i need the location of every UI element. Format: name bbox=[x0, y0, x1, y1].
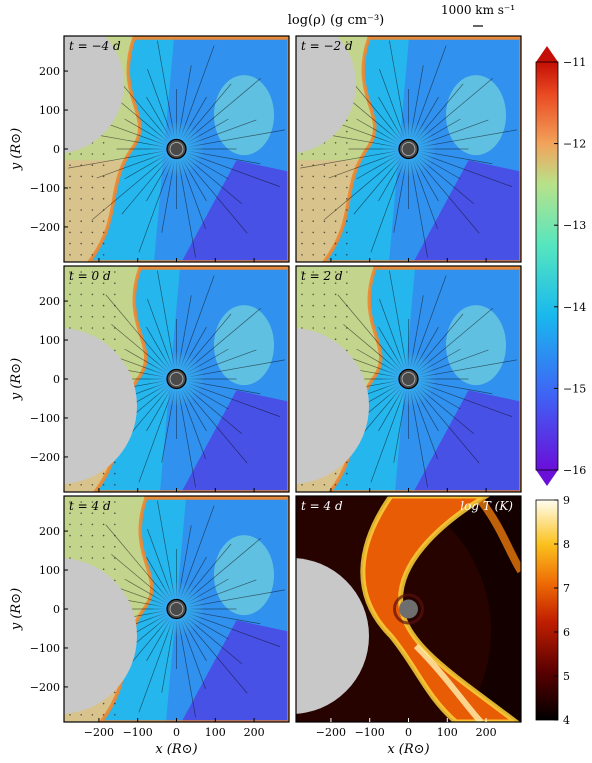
y-tick-label: 0 bbox=[53, 373, 60, 386]
x-tick-label: −100 bbox=[123, 726, 153, 739]
time-label: t = −2 d bbox=[301, 39, 353, 53]
x-tick-label: −200 bbox=[84, 726, 114, 739]
y-tick-label: 100 bbox=[39, 334, 60, 347]
panel-3: t = 0 d 200 100 0 −100 −200 bbox=[30, 265, 290, 493]
y-tick-label: −200 bbox=[30, 681, 60, 694]
time-label: t = 2 d bbox=[301, 269, 343, 283]
density-colorbar-tick: −13 bbox=[563, 219, 586, 232]
y-tick-label: 0 bbox=[53, 143, 60, 156]
y-tick-label: −100 bbox=[30, 412, 60, 425]
companion-star bbox=[296, 328, 369, 484]
panel-4: t = 2 d bbox=[295, 265, 522, 493]
shock-front bbox=[98, 496, 289, 722]
density-colorbar-tick: −15 bbox=[563, 382, 586, 395]
y-tick-label: −100 bbox=[30, 182, 60, 195]
x-tick-label: −100 bbox=[355, 726, 385, 739]
companion-star bbox=[64, 558, 137, 714]
y-tick-label: 200 bbox=[39, 65, 60, 78]
density-colorbar-tick: −12 bbox=[563, 138, 586, 151]
y-tick-label: 100 bbox=[39, 564, 60, 577]
y-axis-label: y (R⊙) bbox=[9, 588, 24, 631]
companion-star bbox=[296, 558, 369, 714]
scale-arrow-label: 1000 km s⁻¹ bbox=[441, 3, 515, 17]
shock-front bbox=[321, 36, 521, 262]
temperature-label: log T (K) bbox=[460, 499, 513, 513]
time-label: t = 4 d bbox=[69, 499, 111, 513]
companion-star bbox=[64, 36, 124, 154]
shock-front bbox=[327, 266, 521, 492]
y-tick-label: −200 bbox=[30, 451, 60, 464]
x-tick-label: 0 bbox=[405, 726, 412, 739]
temperature-colorbar-tick: 4 bbox=[563, 714, 570, 727]
star-marker bbox=[399, 599, 418, 619]
density-colorbar: −11 −12 −13 −14 −15 −16 bbox=[535, 46, 586, 486]
y-axis-label: y (R⊙) bbox=[9, 128, 24, 171]
temperature-colorbar-tick: 7 bbox=[563, 582, 570, 595]
y-tick-label: 200 bbox=[39, 295, 60, 308]
y-tick-label: 200 bbox=[39, 525, 60, 538]
time-label: t = 0 d bbox=[69, 269, 111, 283]
time-label: t = −4 d bbox=[69, 39, 121, 53]
y-tick-label: −200 bbox=[30, 221, 60, 234]
y-tick-label: −100 bbox=[30, 642, 60, 655]
x-tick-label: 200 bbox=[476, 726, 497, 739]
temperature-colorbar-tick: 8 bbox=[563, 538, 570, 551]
temperature-colorbar-tick: 5 bbox=[563, 670, 570, 683]
x-tick-label: 0 bbox=[173, 726, 180, 739]
colorbar-title: log(ρ) (g cm⁻³) bbox=[288, 13, 385, 28]
temperature-colorbar-tick: 6 bbox=[563, 626, 570, 639]
panel-1: t = −4 d 200 100 0 −100 −200 bbox=[30, 35, 290, 263]
companion-star bbox=[64, 328, 137, 484]
y-axis-label: y (R⊙) bbox=[9, 358, 24, 401]
x-tick-label: 100 bbox=[437, 726, 458, 739]
x-axis-label: x (R⊙) bbox=[155, 742, 197, 757]
x-tick-label: 200 bbox=[244, 726, 265, 739]
x-axis-label: x (R⊙) bbox=[387, 742, 429, 757]
temperature-colorbar: 9 8 7 6 5 4 bbox=[535, 494, 570, 727]
panel-6: t = 4 d log T (K) −200 −100 0 100 200 bbox=[295, 495, 522, 739]
shock-front bbox=[92, 266, 289, 492]
x-tick-label: −200 bbox=[316, 726, 346, 739]
y-tick-label: 0 bbox=[53, 603, 60, 616]
hot-shock-layer bbox=[362, 496, 516, 722]
companion-star bbox=[296, 36, 356, 154]
x-tick-label: 100 bbox=[205, 726, 226, 739]
panel-2: t = −2 d bbox=[295, 35, 522, 263]
temperature-colorbar-tick: 9 bbox=[563, 494, 570, 507]
density-colorbar-tick: −16 bbox=[563, 464, 586, 477]
panel-5: t = 4 d 200 100 0 −100 −200 −200 −100 0 100 200 bbox=[30, 495, 290, 739]
y-tick-label: 100 bbox=[39, 104, 60, 117]
density-colorbar-tick: −11 bbox=[563, 56, 586, 69]
time-label: t = 4 d bbox=[301, 499, 343, 513]
shock-front bbox=[86, 36, 289, 262]
density-colorbar-tick: −14 bbox=[563, 301, 586, 314]
